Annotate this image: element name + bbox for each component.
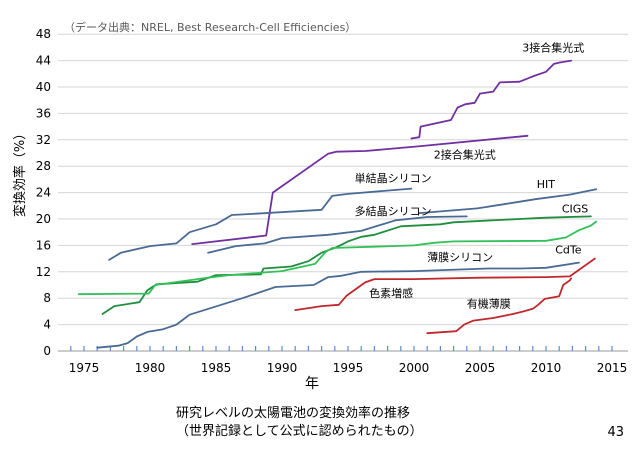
caption: 研究レベルの太陽電池の変換効率の推移 （世界記録として公式に認められたもの） (176, 405, 423, 441)
x-tick-label-2010: 2010 (531, 361, 562, 375)
y-tick-label-28: 28 (36, 159, 51, 173)
x-tick-label-1990: 1990 (267, 361, 298, 375)
series-label-2: 単結晶シリコン (355, 171, 432, 185)
series-label-8: 色素増感 (369, 286, 413, 300)
series-label-5: CIGS (562, 202, 588, 215)
y-tick-label-4: 4 (43, 318, 51, 332)
x-tick-label-1985: 1985 (201, 361, 232, 375)
y-axis-label: 変換効率（%） (12, 127, 28, 217)
y-tick-label-40: 40 (36, 80, 51, 94)
series-line-0 (410, 59, 572, 140)
series-line-2 (108, 187, 413, 261)
x-tick-label-2015: 2015 (597, 361, 628, 375)
series-label-4: 多結晶シリコン (355, 204, 432, 218)
series-line-7 (96, 261, 580, 349)
caption-line-1: 研究レベルの太陽電池の変換効率の推移 (176, 406, 411, 421)
series-line-9 (426, 277, 572, 335)
x-tick-label-1995: 1995 (333, 361, 364, 375)
y-tick-label-24: 24 (36, 186, 51, 200)
page-number: 43 (607, 425, 624, 440)
series-line-6 (77, 220, 598, 296)
x-axis-label: 年 (305, 376, 319, 392)
series-label-0: 3接合集光式 (522, 40, 584, 54)
series-line-1 (191, 134, 529, 246)
y-tick-label-0: 0 (43, 344, 51, 358)
series-lines (77, 59, 598, 349)
y-tick-label-12: 12 (36, 265, 51, 279)
y-tick-label-8: 8 (43, 291, 51, 305)
caption-line-2: （世界記録として公式に認められたもの） (176, 424, 423, 439)
y-tick-label-20: 20 (36, 212, 51, 226)
series-label-3: HIT (537, 178, 556, 191)
series-label-6: CdTe (555, 243, 582, 256)
grid-lines (58, 33, 628, 352)
series-line-5 (101, 215, 592, 315)
y-tick-label-32: 32 (36, 133, 51, 147)
series-label-1: 2接合集光式 (434, 147, 496, 161)
series-label-7: 薄膜シリコン (427, 250, 493, 264)
series-label-9: 有機薄膜 (467, 296, 511, 310)
source-note: （データ出典：NREL, Best Research-Cell Efficien… (64, 20, 356, 34)
y-tick-label-44: 44 (36, 54, 51, 68)
x-tick-label-1975: 1975 (69, 361, 100, 375)
y-tick-label-36: 36 (36, 106, 51, 120)
series-line-4 (207, 215, 468, 254)
x-tick-labels: 1975 1980 1985 1990 1995 2000 2005 2010 2015 (69, 361, 628, 375)
y-tick-label-16: 16 (36, 238, 51, 252)
y-tick-label-48: 48 (36, 27, 51, 41)
x-tick-label-2000: 2000 (399, 361, 430, 375)
x-tick-label-1980: 1980 (135, 361, 166, 375)
series-line-3 (418, 188, 598, 215)
series-line-8 (294, 257, 596, 312)
x-tick-label-2005: 2005 (465, 361, 496, 375)
plot-area (58, 14, 628, 354)
